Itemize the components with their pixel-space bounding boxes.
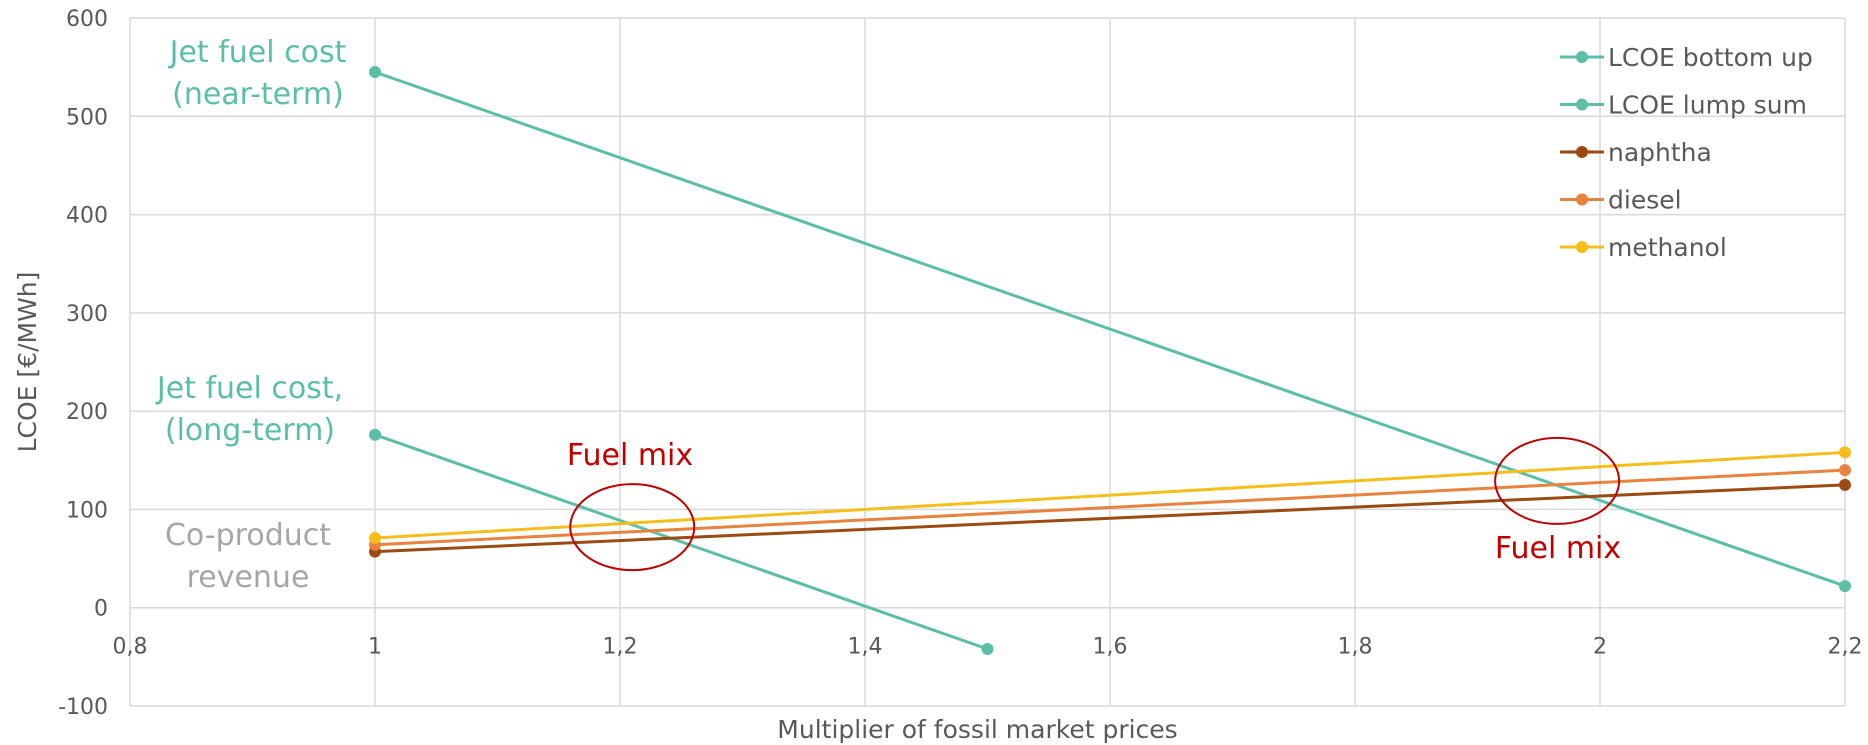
highlight-circle [1494, 436, 1621, 525]
x-tick-label: 1,6 [1093, 635, 1128, 660]
series-line-naphtha [374, 483, 1846, 554]
x-tick-label: 1,4 [848, 635, 883, 660]
data-point-methanol [369, 531, 381, 544]
data-point-diesel [1839, 464, 1851, 477]
series-line-lcoe-lump-sum [374, 433, 988, 651]
annotation-text: Jet fuel cost, [155, 371, 343, 406]
gridlines [129, 17, 1846, 707]
annotation-text: Fuel mix [567, 438, 693, 473]
annotation-text: Fuel mix [1495, 531, 1621, 566]
legend: LCOE bottom up LCOE lump sum naphtha diesel… [1560, 43, 1813, 262]
legend-marker [1576, 146, 1588, 158]
annotation-text: Jet fuel cost [168, 35, 347, 70]
data-point-lcoe-bottom-up [1839, 580, 1851, 593]
y-tick-label: 100 [66, 498, 108, 523]
legend-marker [1576, 193, 1588, 206]
y-tick-label: -100 [58, 695, 108, 720]
x-axis-title: Multiplier of fossil market prices [777, 715, 1177, 744]
annotation-text: revenue [187, 560, 310, 595]
y-tick-label: 400 [66, 204, 108, 229]
legend-label: methanol [1608, 233, 1727, 262]
y-tick-label: 600 [66, 7, 108, 32]
legend-label: LCOE bottom up [1608, 43, 1813, 72]
legend-marker [1576, 51, 1588, 63]
series-group [369, 66, 1851, 655]
highlight-circle [569, 483, 696, 572]
annotation-text: (long-term) [165, 413, 335, 448]
legend-marker [1576, 98, 1588, 111]
data-point-lcoe-bottom-up [369, 66, 381, 79]
x-tick-label: 0,8 [113, 635, 148, 660]
x-tick-label: 1 [368, 635, 382, 660]
data-point-lcoe-lump-sum [981, 642, 994, 655]
x-axis-ticks: 0,8 1 1,2 1,4 1,6 1,8 2 2,2 [113, 635, 1863, 660]
y-tick-label: 200 [66, 400, 108, 425]
y-axis-ticks: -100 0 100 200 300 400 500 600 [58, 7, 108, 720]
y-tick-label: 0 [94, 597, 108, 622]
data-point-methanol [1839, 446, 1851, 459]
y-tick-label: 500 [66, 105, 108, 130]
y-tick-label: 300 [66, 302, 108, 327]
annotation-text: (near-term) [172, 77, 344, 112]
annotations: Jet fuel cost (near-term) Jet fuel cost, (l… [155, 35, 1621, 595]
annotation-text: Co-product [165, 518, 331, 553]
series-line-methanol [374, 450, 1846, 540]
series-line-lcoe-bottom-up [374, 70, 1846, 588]
x-tick-label: 2,2 [1828, 635, 1863, 660]
x-tick-label: 1,2 [603, 635, 638, 660]
data-point-naphtha [1839, 478, 1851, 491]
series-line-diesel [374, 468, 1846, 547]
y-axis-title: LCOE [€/MWh] [13, 272, 42, 453]
legend-label: diesel [1608, 186, 1682, 215]
legend-label: LCOE lump sum [1608, 91, 1807, 120]
legend-marker [1576, 241, 1588, 253]
data-point-lcoe-lump-sum [369, 428, 381, 441]
x-tick-label: 2 [1593, 635, 1607, 660]
x-tick-label: 1,8 [1338, 635, 1373, 660]
legend-label: naphtha [1608, 138, 1712, 167]
